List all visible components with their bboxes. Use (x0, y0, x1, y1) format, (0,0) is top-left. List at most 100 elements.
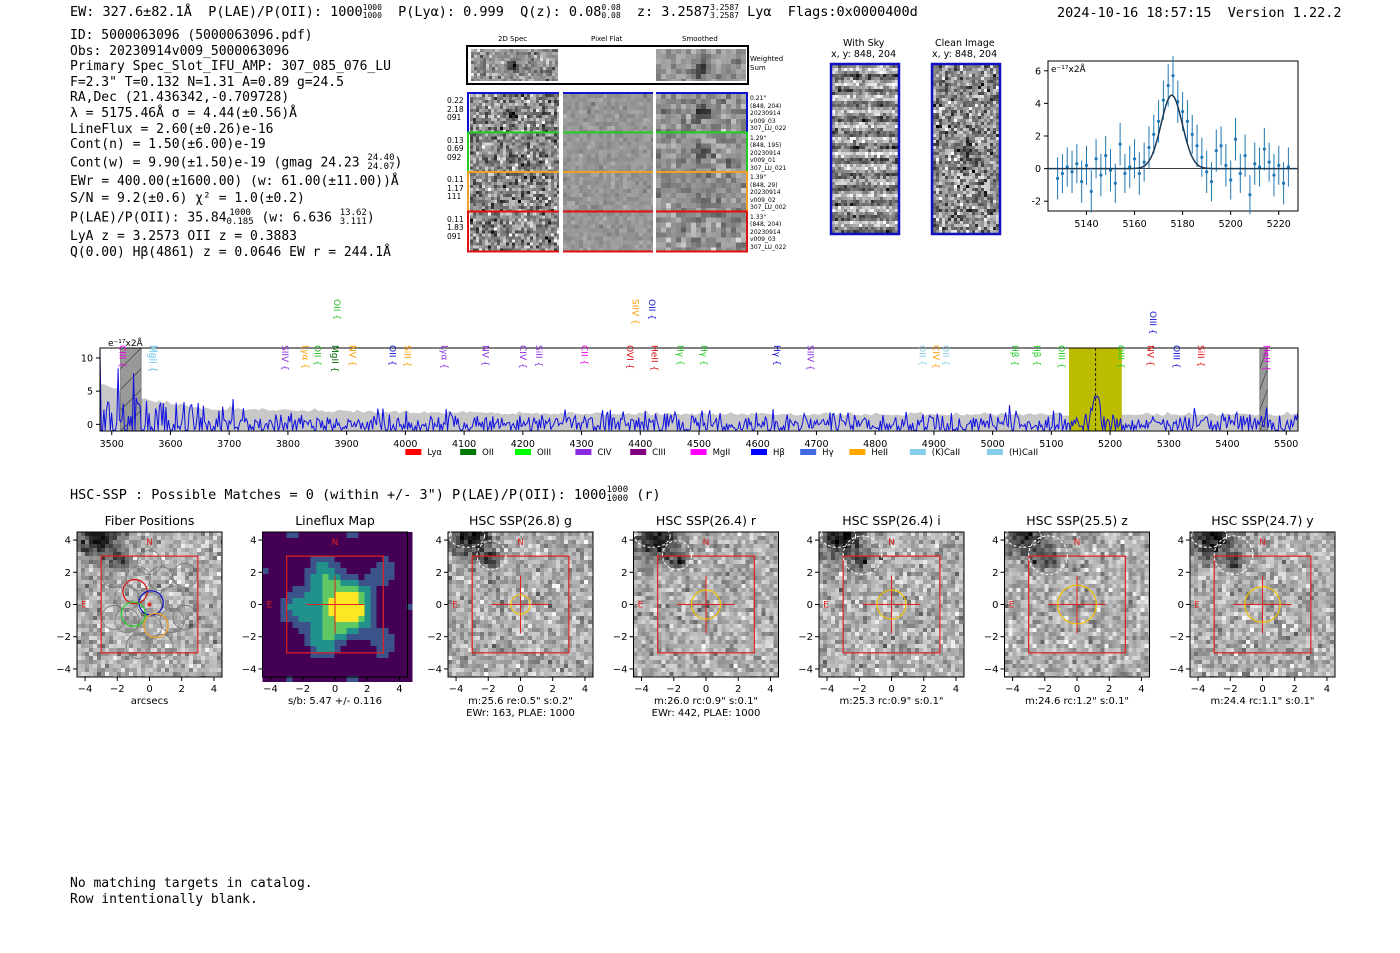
spectrum-xtick-label: 4500 (687, 439, 711, 450)
fit-ytick-label: 2 (1035, 132, 1041, 143)
spectrum-mask-hatch (120, 368, 142, 390)
spectrum-ytick-label: 0 (87, 420, 93, 431)
hsc-ytick-label: 0 (65, 600, 71, 611)
spectrum-line-label: HeII { (648, 345, 658, 371)
spectrum-xtick-label: 4000 (393, 439, 417, 450)
hsc-ytick-label: −2 (613, 632, 628, 643)
fiber-row-0-pixelflat (563, 94, 654, 132)
hsc-ytick-label: −4 (984, 664, 999, 675)
hsc-xtick-label: 2 (735, 684, 741, 695)
east-marker: E (1009, 601, 1015, 611)
hsc-xtick-label: 4 (953, 684, 959, 695)
fit-params: F=2.3" T=0.132 N=1.31 A=0.89 g=24.5 (70, 74, 344, 90)
spectrum-ytick-label: 10 (81, 353, 93, 364)
hsc-ytick-label: 4 (1178, 536, 1184, 547)
hsc-panel-title: HSC SSP(24.7) y (1211, 513, 1314, 528)
hsc-xtick-label: −4 (1191, 684, 1206, 695)
hsc-ytick-label: 0 (250, 600, 256, 611)
east-marker: E (81, 601, 87, 611)
spectrum-xtick-label: 5500 (1274, 439, 1298, 450)
fit-point (1181, 109, 1185, 114)
hsc-ytick-label: −4 (798, 664, 813, 675)
fit-point (1132, 157, 1137, 161)
spectrum-line-label: OIII { (1147, 311, 1157, 335)
spectrum-line-label: Hγ { (698, 345, 708, 366)
hsc-cutout-image (1190, 532, 1335, 677)
fiber-row-2-pixelflat (563, 173, 654, 211)
hsc-xtick-label: 2 (1106, 684, 1112, 695)
cont-n: Cont(n) = 1.50(±6.00)e-19 (70, 137, 266, 153)
legend-label: OII (482, 448, 494, 458)
hsc-xtick-label: 0 (1074, 684, 1080, 695)
col-title-pixelflat: Pixel Flat (591, 35, 623, 43)
hsc-panels: Fiber Positions N E −4 −4 −2 −2 0 0 2 2 4 4 arcsecs Li… (56, 513, 1336, 719)
timestamp-version: 2024-10-16 18:57:15 Version 1.22.2 (1057, 5, 1342, 21)
fit-point (1224, 163, 1228, 167)
north-marker: N (1074, 538, 1081, 548)
hsc-panel-caption-2: EWr: 163, PLAE: 1000 (466, 708, 575, 719)
detection-info: ID: 5000063096 (5000063096.pdf) Obs: 202… (70, 28, 402, 260)
hsc-xtick-label: 2 (179, 684, 185, 695)
aperture-box (1213, 555, 1312, 654)
hsc-ytick-label: 2 (65, 568, 71, 579)
fit-point (1243, 153, 1247, 158)
clean-image-title: Clean Image (935, 38, 995, 49)
fiber-row-0-left-label: 0.22 2.18 091 (447, 96, 464, 122)
q-line: Q(0.00) Hβ(4861) z = 0.0646 EW r = 244.1… (70, 244, 391, 260)
lya-z: LyA z = 3.2573 OII z = 0.3883 (70, 228, 297, 244)
hsc-xtick-label: −4 (1005, 684, 1020, 695)
fit-point (1060, 171, 1065, 176)
neighbor-ellipse (476, 540, 507, 571)
spectrum-line-label: CIV { (930, 345, 940, 369)
spectrum-line-label: OII { (916, 345, 926, 366)
hsc-cutout-image (819, 532, 964, 677)
spectrum-line-label: CIV { (517, 345, 527, 369)
fiber-circle (137, 550, 162, 576)
legend-swatch (800, 449, 817, 455)
spectrum-line-label: MgII { (148, 345, 158, 372)
clean-image (933, 65, 999, 233)
hsc-ytick-label: −2 (1169, 632, 1184, 643)
fiber-row-1-pixelflat (563, 133, 654, 172)
fit-point (1253, 162, 1257, 166)
hsc-xtick-label: −2 (1037, 684, 1052, 695)
fit-point (1281, 181, 1286, 185)
hsc-panel-title: HSC SSP(26.4) i (842, 513, 940, 528)
spectrum-line-label: OII { (331, 299, 341, 320)
fit-point (1286, 165, 1290, 169)
legend-label: CIII (652, 448, 665, 458)
hsc-xtick-label: 0 (517, 684, 523, 695)
hsc-xtick-label: −2 (1223, 684, 1238, 695)
spectrum-mask-hatch (120, 389, 142, 411)
source-aperture (1057, 584, 1097, 625)
hsc-ytick-label: 4 (436, 536, 442, 547)
fiber-row-0-smoothed (656, 94, 746, 132)
line-flux: LineFlux = 2.60(±0.26)e-16 (70, 121, 274, 137)
aperture-box (657, 555, 755, 654)
spectrum-line-label: SIIV { (630, 299, 640, 325)
hsc-ytick-label: 4 (992, 536, 998, 547)
hsc-ytick-label: 0 (1178, 600, 1184, 611)
weighted-pixelflat (558, 49, 656, 81)
neighbor-ellipse (1028, 535, 1068, 576)
hsc-ytick-label: 2 (436, 568, 442, 579)
spectrum-line-label: SIIV { (279, 345, 289, 371)
spectrum-line-label: OIII { (1055, 345, 1065, 369)
z-value: z: 3.2587 3.2587 3.2587 Lyα (636, 3, 772, 21)
separator-2 (653, 92, 656, 254)
east-marker: E (1194, 601, 1200, 611)
fit-point (1080, 180, 1084, 184)
spectrum-xtick-label: 3900 (335, 439, 359, 450)
fit-point (1104, 153, 1108, 158)
fit-point (1272, 173, 1276, 177)
fit-xtick-label: 5220 (1267, 219, 1291, 230)
hsc-xtick-label: 0 (888, 684, 894, 695)
legend-swatch (575, 449, 592, 455)
spectrum-xtick-label: 4600 (746, 439, 770, 450)
source-aperture (876, 589, 907, 620)
aperture-box (286, 555, 384, 654)
spectrum-xtick-label: 4100 (452, 439, 476, 450)
hsc-ytick-label: −4 (613, 664, 628, 675)
spectrum-line-label: OVI { (624, 345, 634, 369)
legend-label: Hγ (822, 448, 833, 458)
